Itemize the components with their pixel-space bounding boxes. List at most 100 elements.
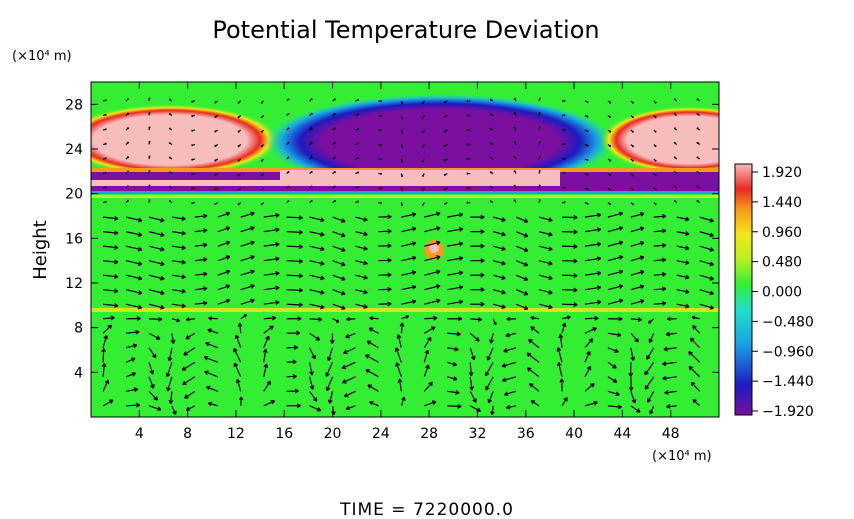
wind-vector [630,347,634,361]
wind-vector [103,289,119,292]
wind-vector-head [688,366,691,371]
wind-vector-head [586,173,589,176]
x-tick-label: 12 [227,426,245,442]
wind-vector [102,335,108,348]
wind-vector [102,379,109,392]
wind-vector [236,379,242,392]
wind-vector [171,216,186,220]
wind-vector [203,356,219,363]
wind-vector-head [136,316,141,320]
wind-vector-head [648,321,652,324]
wind-vector-head [320,304,325,309]
wind-vector [557,362,563,377]
wind-vector-head [363,216,368,221]
wind-vector-head [208,317,213,321]
wind-vector-head [160,217,165,222]
y-tick-label: 8 [74,321,83,337]
wind-vector [584,383,595,392]
wind-vector-head [685,216,690,221]
wind-vector [103,260,119,263]
wind-vector-head [133,387,138,390]
wind-vector [103,303,119,307]
wind-vector-head [138,290,143,294]
wind-vector [653,259,666,262]
wind-vector-head [556,347,559,352]
wind-vector [699,303,714,309]
wind-vector-head [596,285,602,288]
wind-vector-head [609,115,612,118]
wind-vector-head [502,304,506,308]
wind-vector-head [436,255,441,258]
wind-vector-head [341,305,346,310]
wind-vector-head [275,271,280,274]
wind-vector [166,376,173,392]
layer-band [560,178,719,186]
wind-vector [240,396,242,406]
wind-vector [217,212,230,218]
wind-vector-head [181,288,186,293]
wind-vector-head [696,127,699,130]
wind-vector-head [530,400,534,405]
wind-vector [366,340,379,349]
wind-vector-head [203,271,208,275]
wind-vector-head [234,334,237,340]
wind-vector-head [688,351,691,356]
wind-vector [217,255,230,262]
wind-vector-head [480,301,485,305]
wind-vector [424,285,441,291]
wind-vector [502,376,517,382]
wind-vector-head [387,228,392,232]
wind-vector-head [225,269,230,272]
wind-vector [217,226,230,233]
wind-vector [504,390,517,396]
wind-vector [488,391,494,404]
wind-vector [689,337,701,349]
wind-vector [395,362,402,377]
y-tick-label: 4 [74,365,83,381]
wind-vector [607,256,623,262]
wind-vector [240,299,255,305]
wind-vector [607,212,623,218]
wind-vector [630,332,639,343]
wind-vector-head [488,399,493,404]
wind-vector-head [238,396,242,401]
wind-vector [171,318,180,322]
wind-vector-head [563,99,566,102]
wind-vector-head [617,332,622,336]
wind-vector [168,347,173,362]
wind-vector-head [203,213,208,217]
wind-vector-head [455,390,460,394]
wind-vector-head [298,258,303,262]
wind-vector-head [148,97,151,100]
wind-vector-head [639,270,645,273]
wind-vector [630,241,645,247]
y-unit-label: (×10⁴ m) [12,49,72,64]
wind-vector [217,241,230,247]
wind-vector-head [470,372,474,377]
wind-vector [646,347,655,360]
wind-vector [309,303,325,309]
wind-vector [343,347,356,354]
wind-vector [648,332,655,343]
wind-vector-head [333,411,336,415]
wind-vector [263,243,280,247]
wind-vector [326,376,334,391]
wind-vector-head [458,256,464,259]
wind-vector [401,213,416,218]
wind-vector-head [485,387,490,391]
wind-vector-head [530,317,534,321]
wind-vector [424,326,436,334]
wind-vector-head [168,200,171,203]
wind-vector-head [155,396,159,401]
wind-vector [365,354,379,363]
wind-vector-head [250,226,255,229]
wind-vector-head [480,214,485,218]
wind-vector-head [710,261,714,266]
wind-vector [493,303,506,309]
wind-vector-head [380,129,383,131]
chart-title: Potential Temperature Deviation [212,16,599,44]
wind-vector [447,228,463,233]
wind-vector-head [502,275,506,279]
wind-vector [355,216,368,221]
